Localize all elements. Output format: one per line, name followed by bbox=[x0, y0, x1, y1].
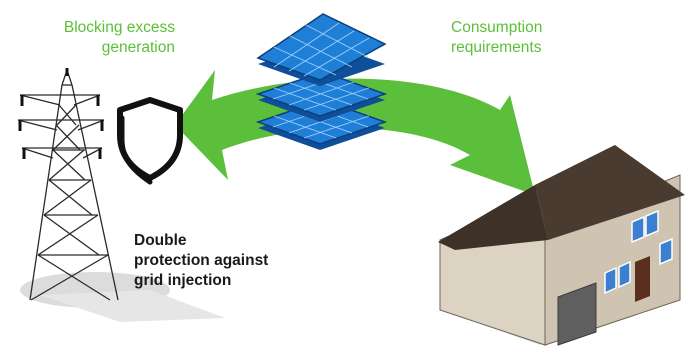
label-line: Blocking excess bbox=[63, 19, 175, 36]
label-line: generation bbox=[101, 39, 175, 56]
solar-panel-middle bbox=[255, 71, 388, 122]
label-line: requirements bbox=[451, 39, 542, 56]
blocking-excess-generation-label: Blocking excess generation bbox=[8, 18, 175, 58]
house-icon bbox=[438, 145, 685, 346]
tower-shadow-cast bbox=[40, 290, 225, 322]
label-line: protection against bbox=[134, 252, 269, 269]
double-protection-label: Double protection against grid injection bbox=[134, 231, 314, 291]
consumption-requirements-label: Consumption requirements bbox=[451, 18, 611, 58]
label-line: Double bbox=[134, 232, 187, 249]
solar-panel-top bbox=[256, 13, 387, 86]
label-line: grid injection bbox=[134, 272, 232, 289]
transmission-tower-icon bbox=[17, 68, 119, 301]
shield-icon bbox=[117, 97, 183, 185]
solar-panel-stack-icon bbox=[255, 13, 388, 150]
label-line: Consumption bbox=[451, 19, 543, 36]
